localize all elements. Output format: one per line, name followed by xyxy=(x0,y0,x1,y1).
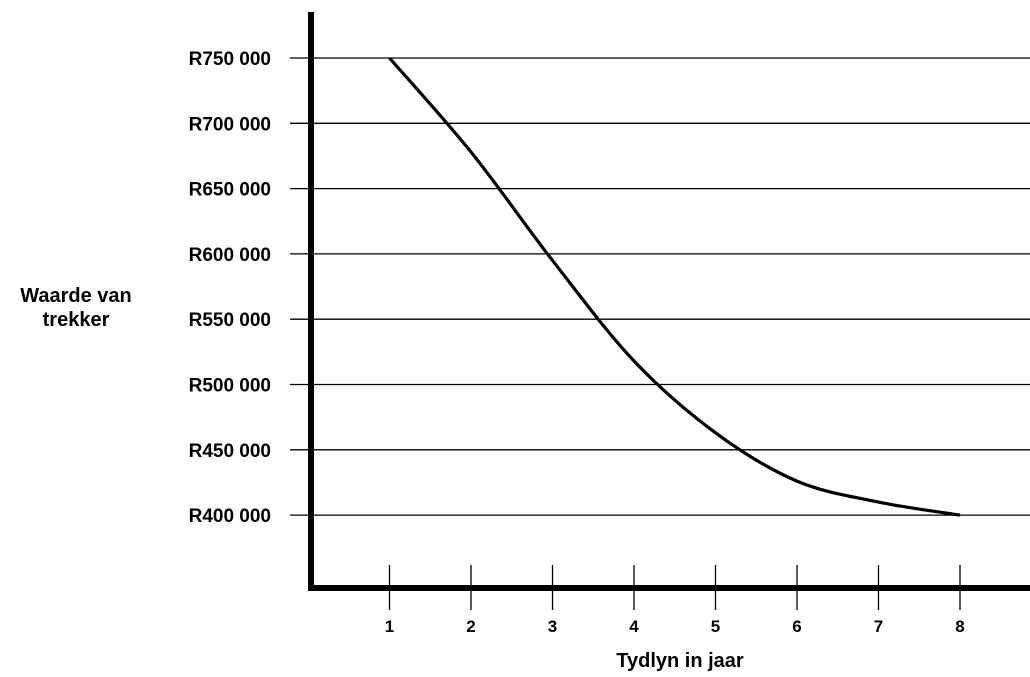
y-axis-title: Waarde van trekker xyxy=(0,284,152,332)
series-group xyxy=(388,56,961,517)
x-tick-label: 1 xyxy=(385,617,394,636)
series-line xyxy=(388,56,961,517)
x-tick-label: 7 xyxy=(874,617,883,636)
x-tick-label: 6 xyxy=(792,617,801,636)
y-tick-label: R400 000 xyxy=(189,506,271,527)
y-tick-label: R500 000 xyxy=(189,376,271,397)
y-tick-labels: R750 000 R700 000 R650 000 R600 000 R550 000… xyxy=(189,49,271,527)
x-tick-label: 8 xyxy=(955,617,964,636)
x-tick-label: 3 xyxy=(548,617,557,636)
x-tick-label: 4 xyxy=(629,617,639,636)
x-tick-label: 5 xyxy=(711,617,720,636)
y-axis-title-line2: trekker xyxy=(42,309,110,331)
x-axis-title: Tydlyn in jaar xyxy=(616,650,744,672)
y-tick-label: R700 000 xyxy=(189,114,271,135)
y-tick-label: R450 000 xyxy=(189,441,271,462)
y-tick-label: R750 000 xyxy=(189,49,271,70)
x-tick-label: 2 xyxy=(466,617,475,636)
y-tick-label: R650 000 xyxy=(189,180,271,201)
gridlines xyxy=(290,57,1030,516)
y-tick-label: R550 000 xyxy=(189,310,271,331)
y-tick-label: R600 000 xyxy=(189,245,271,266)
x-ticks: 1 2 3 4 5 6 7 8 xyxy=(385,565,965,636)
y-axis-title-line1: Waarde van xyxy=(20,285,132,307)
